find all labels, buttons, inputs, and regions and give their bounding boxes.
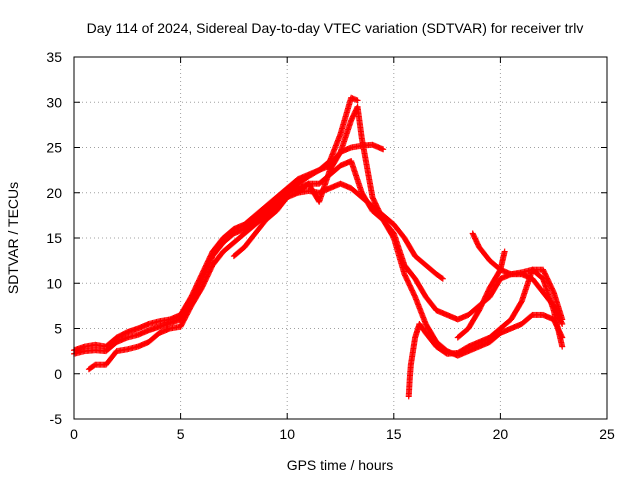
x-tick-label: 15	[386, 426, 402, 442]
data-points	[71, 94, 566, 400]
y-tick-label: 10	[46, 275, 62, 291]
data-point	[559, 343, 566, 350]
x-tick-label: 5	[177, 426, 185, 442]
y-tick-label: 0	[54, 366, 62, 382]
data-point	[501, 248, 508, 255]
plot-frame	[73, 56, 608, 420]
x-tick-label: 25	[599, 426, 615, 442]
y-tick-label: -5	[50, 411, 63, 427]
x-tick-label: 20	[493, 426, 509, 442]
y-axis-label: SDTVAR / TECUs	[5, 182, 21, 294]
x-tick-label: 10	[279, 426, 295, 442]
data-point	[559, 316, 566, 323]
y-tick-label: 30	[46, 94, 62, 110]
axis-ticks: 0 5 10 15 20 25 -5 0 5 10 15 20 25 30 35	[46, 49, 615, 442]
y-tick-label: 5	[54, 321, 62, 337]
data-point	[438, 274, 445, 281]
y-tick-label: 20	[46, 185, 62, 201]
chart-title: Day 114 of 2024, Sidereal Day-to-day VTE…	[87, 20, 584, 36]
y-tick-label: 15	[46, 230, 62, 246]
x-tick-label: 0	[70, 426, 78, 442]
y-tick-label: 35	[46, 49, 62, 65]
data-point	[380, 146, 387, 153]
data-point	[439, 275, 446, 282]
grid-lines	[74, 57, 607, 419]
x-axis-label: GPS time / hours	[287, 457, 394, 473]
y-tick-label: 25	[46, 140, 62, 156]
data-point	[354, 97, 361, 104]
